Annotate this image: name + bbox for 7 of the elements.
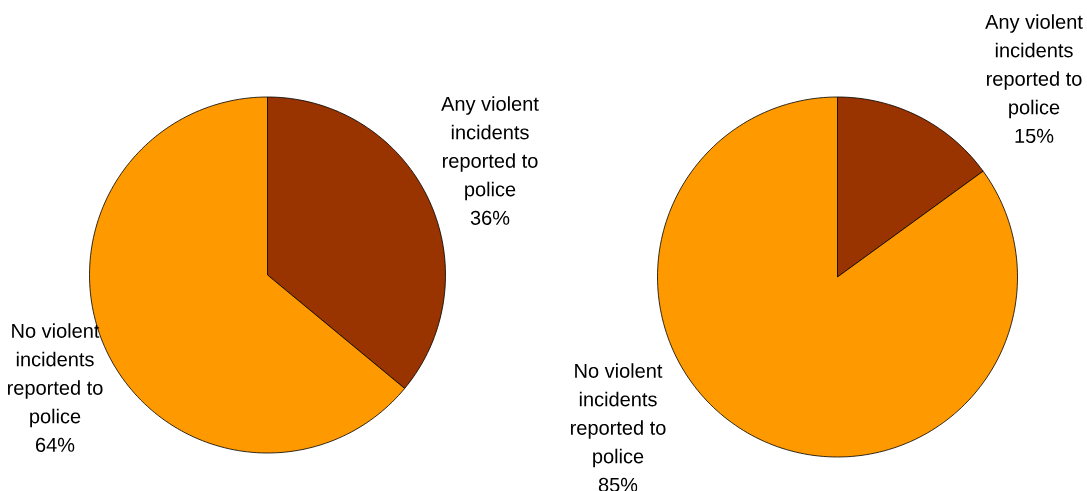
data-label: 15%	[1015, 128, 1054, 143]
data-label: 64%	[36, 437, 75, 452]
slice-label: Any violent incidents reported to police	[441, 96, 539, 201]
slice-label: Any violent incidents reported to police	[985, 14, 1083, 119]
data-label: 36%	[470, 210, 510, 225]
slice-label: No violent incidents reported to police	[570, 363, 666, 468]
data-label: 85%	[598, 477, 638, 491]
